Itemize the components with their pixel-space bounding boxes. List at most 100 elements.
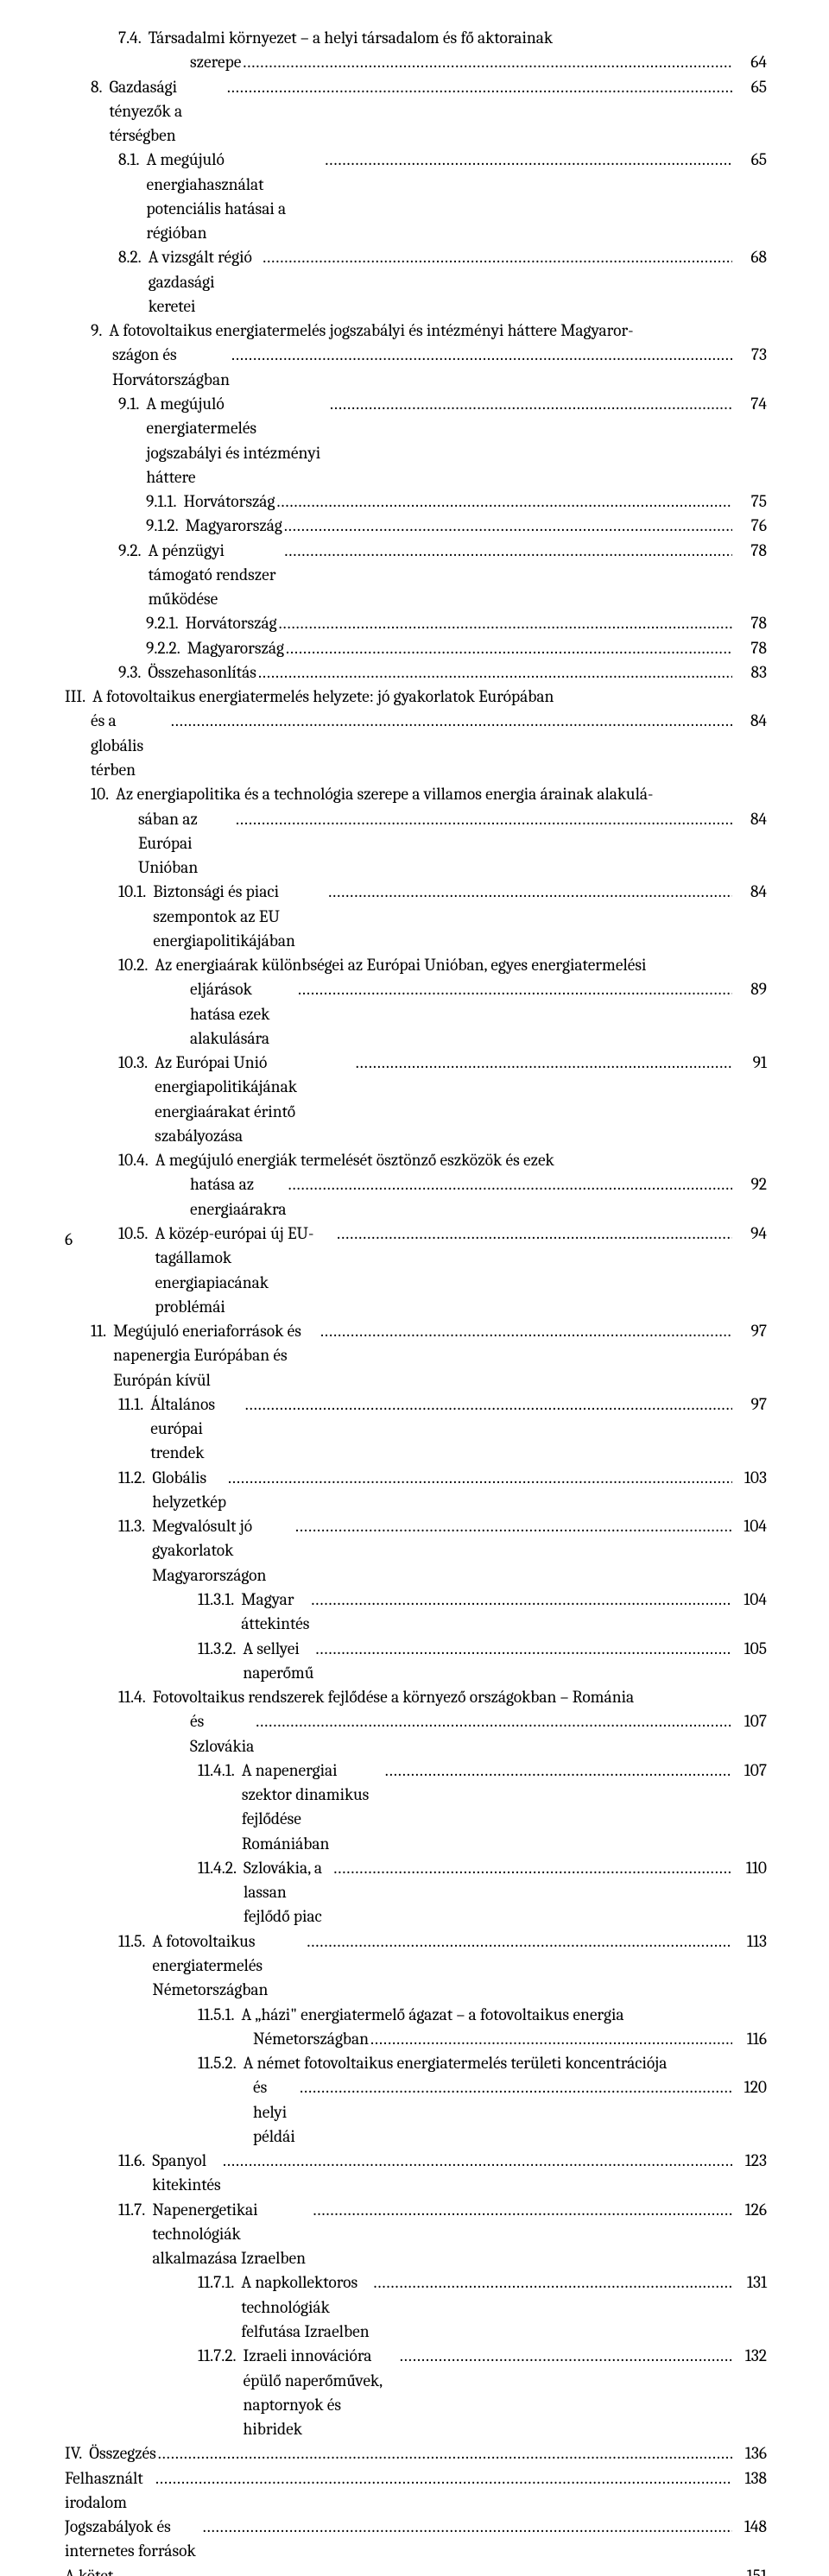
- toc-page-number: 148: [734, 2515, 767, 2539]
- toc-leader: [243, 50, 732, 74]
- toc-page-number: 97: [734, 1319, 767, 1343]
- toc-page-number: 84: [734, 807, 767, 831]
- toc-label: 10.2.: [118, 953, 155, 977]
- toc-leader: [295, 1514, 732, 1538]
- toc-line: 11.1. Általános európai trendek97: [65, 1392, 767, 1466]
- toc-page-number: 107: [734, 1709, 767, 1733]
- toc-label: 11.6.: [118, 2149, 152, 2173]
- toc-line: IV. Összegzés136: [65, 2441, 767, 2466]
- toc-label: 9.1.: [118, 392, 146, 416]
- toc-line: 8.2. A vizsgált régió gazdasági keretei6…: [65, 245, 767, 319]
- toc-page-number: 138: [734, 2466, 767, 2491]
- toc-content: 7.4. Társadalmi környezet – a helyi társ…: [65, 26, 767, 2576]
- toc-line: 11.7.2. Izraeli innovációra épülő naperő…: [65, 2344, 767, 2441]
- toc-page-number: 91: [734, 1051, 767, 1075]
- toc-text: Horvátország: [186, 611, 277, 635]
- toc-line: 11.6. Spanyol kitekintés123: [65, 2149, 767, 2198]
- toc-text: A kötet szerzői: [65, 2564, 130, 2576]
- toc-line: 11. Megújuló eneriaforrások és napenergi…: [65, 1319, 767, 1392]
- toc-page-number: 131: [734, 2270, 767, 2295]
- toc-page-number: 126: [734, 2198, 767, 2222]
- toc-page-number: 103: [734, 1466, 767, 1490]
- toc-text: Megvalósult jó gyakorlatok Magyarországo…: [152, 1514, 294, 1588]
- toc-label: 10.3.: [118, 1051, 155, 1075]
- toc-leader: [337, 1222, 732, 1246]
- toc-text: A fotovoltaikus energiatermelés Németors…: [152, 1929, 305, 2003]
- toc-text: Magyarország: [186, 514, 282, 538]
- toc-line: Felhasznált irodalom 138: [65, 2466, 767, 2516]
- toc-page-number: 104: [734, 1588, 767, 1612]
- toc-text: sában az Európai Unióban: [138, 807, 234, 881]
- toc-line: Németországban116: [65, 2027, 767, 2051]
- toc-text: A sellyei naperőmű: [243, 1637, 313, 1686]
- toc-page-number: 84: [734, 709, 767, 733]
- toc-line: és a globális térben84: [65, 709, 767, 782]
- toc-label: 11.5.: [118, 1929, 152, 1954]
- toc-label: 9.2.: [118, 539, 149, 563]
- toc-line: Jogszabályok és internetes források148: [65, 2515, 767, 2564]
- toc-line: III. A fotovoltaikus energiatermelés hel…: [65, 685, 767, 709]
- toc-text: Társadalmi környezet – a helyi társadalo…: [149, 26, 553, 50]
- toc-page-number: 105: [734, 1637, 767, 1661]
- toc-line: és Szlovákia107: [65, 1709, 767, 1758]
- toc-leader: [245, 1392, 732, 1417]
- toc-label: 11.7.1.: [198, 2270, 241, 2295]
- toc-line: 10.3. Az Európai Unió energiapolitikáján…: [65, 1051, 767, 1148]
- toc-page-number: 120: [734, 2075, 767, 2099]
- toc-line: 11.7.1. A napkollektoros technológiák fe…: [65, 2270, 767, 2344]
- toc-line: 11.4.2. Szlovákia, a lassan fejlődő piac…: [65, 1856, 767, 1929]
- toc-text: Magyar áttekintés: [241, 1588, 309, 1637]
- toc-label: 9.1.2.: [146, 514, 186, 538]
- toc-page-number: 110: [734, 1856, 767, 1880]
- toc-page-number: 76: [734, 514, 767, 538]
- toc-line: 9.2.1. Horvátország78: [65, 611, 767, 635]
- toc-text: A „házi" energiatermelő ágazat – a fotov…: [242, 2003, 624, 2027]
- toc-line: 9. A fotovoltaikus energiatermelés jogsz…: [65, 319, 767, 343]
- toc-label: 11.3.: [118, 1514, 152, 1538]
- toc-line: 11.3. Megvalósult jó gyakorlatok Magyaro…: [65, 1514, 767, 1588]
- toc-leader: [320, 1319, 732, 1343]
- toc-line: A kötet szerzői151: [65, 2564, 767, 2576]
- toc-leader: [203, 2515, 732, 2539]
- toc-leader: [356, 1051, 732, 1075]
- toc-line: sában az Európai Unióban 84: [65, 807, 767, 881]
- toc-line: 11.5.1. A „házi" energiatermelő ágazat –…: [65, 2003, 767, 2027]
- toc-leader: [231, 343, 732, 367]
- toc-text: A közép-európai új EU-tagállamok energia…: [155, 1222, 335, 1319]
- toc-line: 11.4.1. A napenergiai szektor dinamikus …: [65, 1758, 767, 1856]
- toc-leader: [311, 1588, 732, 1612]
- toc-leader: [155, 2466, 732, 2491]
- toc-line: 8. Gazdasági tényezők a térségben65: [65, 75, 767, 148]
- toc-label: 11.4.1.: [198, 1758, 242, 1783]
- toc-line: 9.2.2. Magyarország78: [65, 636, 767, 660]
- toc-label: 11.5.1.: [198, 2003, 242, 2027]
- toc-leader: [307, 1929, 732, 1954]
- toc-page-number: 83: [734, 660, 767, 685]
- toc-page-number: 136: [734, 2441, 767, 2466]
- toc-page-number: 65: [734, 75, 767, 99]
- toc-label: 9.2.2.: [146, 636, 187, 660]
- toc-line: 10.1. Biztonsági és piaci szempontok az …: [65, 880, 767, 953]
- toc-line: 9.1.1. Horvátország75: [65, 489, 767, 514]
- toc-text: A napenergiai szektor dinamikus fejlődés…: [242, 1758, 383, 1856]
- toc-line: szerepe64: [65, 50, 767, 74]
- toc-text: Felhasznált irodalom: [65, 2466, 154, 2516]
- toc-leader: [236, 807, 732, 831]
- page: 7.4. Társadalmi környezet – a helyi társ…: [0, 0, 829, 1288]
- toc-line: 7.4. Társadalmi környezet – a helyi társ…: [65, 26, 767, 50]
- toc-page-number: 113: [734, 1929, 767, 1954]
- toc-label: 11.7.: [118, 2198, 152, 2222]
- toc-line: 11.3.2. A sellyei naperőmű105: [65, 1637, 767, 1686]
- toc-line: 10. Az energiapolitika és a technológia …: [65, 782, 767, 806]
- toc-text: Az Európai Unió energiapolitikájának ene…: [155, 1051, 354, 1148]
- toc-line: 9.2. A pénzügyi támogató rendszer működé…: [65, 539, 767, 612]
- toc-leader: [256, 1709, 732, 1733]
- toc-text: Napenergetikai technológiák alkalmazása …: [152, 2198, 311, 2271]
- toc-label: 10.5.: [118, 1222, 155, 1246]
- toc-page-number: 94: [734, 1222, 767, 1246]
- toc-leader: [333, 1856, 732, 1880]
- toc-line: 10.4. A megújuló energiák termelését ösz…: [65, 1148, 767, 1172]
- toc-leader: [284, 539, 732, 563]
- toc-page-number: 92: [734, 1172, 767, 1196]
- toc-text: Általános európai trendek: [150, 1392, 243, 1466]
